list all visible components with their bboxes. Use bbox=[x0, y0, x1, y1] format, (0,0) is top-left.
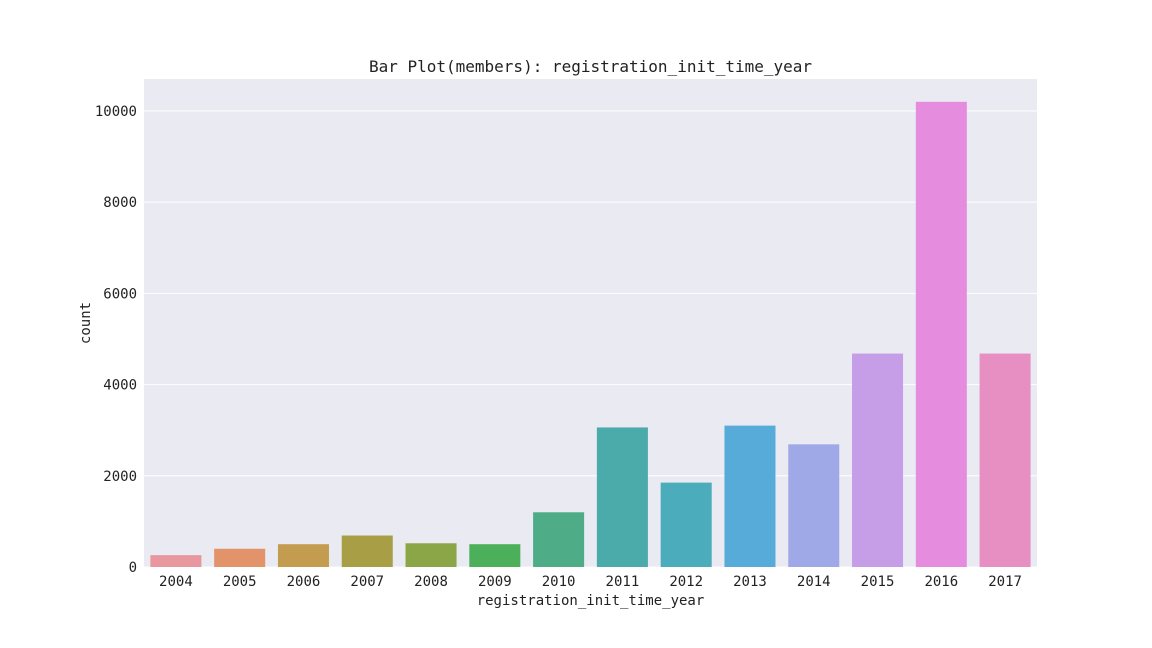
x-tick-label: 2009 bbox=[478, 574, 512, 590]
x-tick-label: 2007 bbox=[350, 574, 384, 590]
x-tick-label: 2015 bbox=[861, 574, 895, 590]
y-tick-labels: 0 2000 4000 6000 8000 10000 bbox=[95, 104, 137, 576]
x-tick-label: 2004 bbox=[159, 574, 193, 590]
x-tick-labels: 2004 2005 2006 2007 2008 2009 2010 2011 2012 2013… bbox=[159, 574, 1022, 590]
bars bbox=[150, 101, 1031, 567]
x-tick-label: 2017 bbox=[988, 574, 1022, 590]
x-axis-label: registration_init_time_year bbox=[477, 593, 705, 609]
bar-2006 bbox=[277, 544, 329, 567]
bar-2013 bbox=[724, 425, 776, 567]
x-tick-label: 2005 bbox=[223, 574, 257, 590]
x-tick-label: 2006 bbox=[287, 574, 321, 590]
x-tick-label: 2016 bbox=[924, 574, 958, 590]
y-tick-label: 4000 bbox=[103, 378, 137, 394]
bar-2011 bbox=[596, 427, 648, 567]
x-tick-label: 2008 bbox=[414, 574, 448, 590]
bar-2008 bbox=[405, 543, 457, 567]
bar-2007 bbox=[341, 535, 393, 567]
x-tick-label: 2010 bbox=[542, 574, 576, 590]
bar-2012 bbox=[660, 482, 712, 567]
x-tick-label: 2011 bbox=[606, 574, 640, 590]
bar-2005 bbox=[214, 548, 266, 567]
y-tick-label: 2000 bbox=[103, 469, 137, 485]
x-tick-label: 2013 bbox=[733, 574, 767, 590]
y-tick-label: 8000 bbox=[103, 195, 137, 211]
bar-2004 bbox=[150, 555, 202, 567]
x-tick-label: 2012 bbox=[669, 574, 703, 590]
bar-2016 bbox=[915, 101, 967, 567]
y-tick-label: 6000 bbox=[103, 286, 137, 302]
bar-2015 bbox=[852, 353, 904, 567]
y-tick-label: 10000 bbox=[95, 104, 137, 120]
bar-2009 bbox=[469, 544, 521, 567]
y-tick-label: 0 bbox=[129, 560, 137, 576]
chart-title: Bar Plot(members): registration_init_tim… bbox=[369, 57, 812, 76]
x-tick-label: 2014 bbox=[797, 574, 831, 590]
bar-2017 bbox=[979, 353, 1031, 567]
bar-2014 bbox=[788, 444, 840, 567]
bar-2010 bbox=[533, 512, 585, 567]
y-axis-label: count bbox=[78, 302, 94, 344]
